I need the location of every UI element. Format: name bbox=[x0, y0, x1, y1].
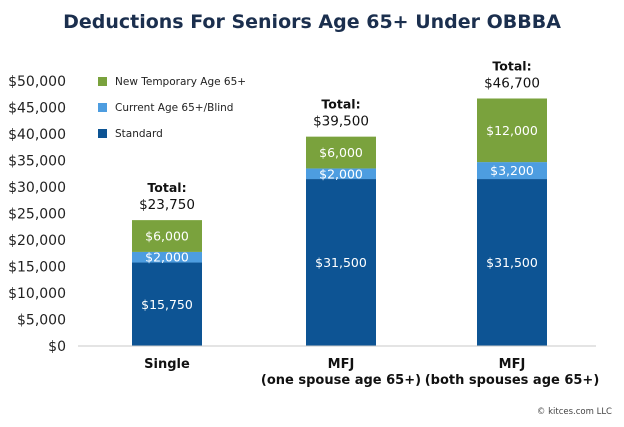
segment-value-label: $31,500 bbox=[315, 255, 367, 270]
x-category-label: (both spouses age 65+) bbox=[425, 373, 600, 388]
legend-label: Standard bbox=[115, 128, 163, 140]
y-tick-label: $20,000 bbox=[8, 233, 66, 249]
x-axis: Single MFJ(one spouse age 65+)MFJ(both sp… bbox=[78, 345, 600, 388]
x-category-label: MFJ bbox=[499, 357, 526, 372]
x-category-label: (one spouse age 65+) bbox=[261, 373, 421, 388]
legend: New Temporary Age 65+ Current Age 65+/Bli… bbox=[98, 76, 246, 140]
chart-title: Deductions For Seniors Age 65+ Under OBB… bbox=[63, 11, 561, 33]
segment-value-label: $31,500 bbox=[486, 255, 538, 270]
total-value-label: $23,750 bbox=[139, 197, 195, 213]
segment-value-label: $12,000 bbox=[486, 123, 538, 138]
total-value-label: $46,700 bbox=[484, 75, 540, 91]
segment-value-label: $3,200 bbox=[490, 163, 534, 178]
bar-segment bbox=[132, 220, 202, 252]
bars: $15,750$2,000$6,000Total:$23,750$31,500$… bbox=[132, 58, 547, 346]
legend-swatch bbox=[98, 129, 107, 138]
bar-segment bbox=[306, 179, 376, 346]
bar-segment bbox=[477, 179, 547, 346]
total-label: Total: bbox=[321, 97, 360, 112]
y-tick-label: $0 bbox=[48, 339, 66, 355]
y-axis: $0 $5,000 $10,000 $15,000 $20,000 $25,000 $30,… bbox=[8, 74, 66, 355]
bar-segment bbox=[477, 98, 547, 163]
segment-value-label: $15,750 bbox=[141, 297, 193, 312]
bar-segment bbox=[306, 168, 376, 180]
segment-value-label: $2,000 bbox=[319, 166, 363, 181]
y-tick-label: $30,000 bbox=[8, 180, 66, 196]
total-value-label: $39,500 bbox=[313, 114, 369, 130]
x-category-label: Single bbox=[144, 357, 190, 372]
x-category-label: MFJ bbox=[328, 357, 355, 372]
total-label: Total: bbox=[492, 58, 531, 73]
y-tick-label: $40,000 bbox=[8, 127, 66, 143]
bar-segment bbox=[132, 251, 202, 263]
legend-label: New Temporary Age 65+ bbox=[115, 76, 246, 88]
legend-label: Current Age 65+/Blind bbox=[115, 102, 233, 114]
segment-value-label: $6,000 bbox=[145, 229, 189, 244]
copyright-credit: © kitces.com LLC bbox=[537, 407, 612, 417]
legend-item: New Temporary Age 65+ bbox=[98, 76, 246, 88]
legend-item: Standard bbox=[98, 128, 163, 140]
bar-segment bbox=[477, 162, 547, 180]
legend-item: Current Age 65+/Blind bbox=[98, 102, 233, 114]
y-tick-label: $15,000 bbox=[8, 260, 66, 276]
bar-stack: $31,500 $2,000 $6,000 Total: $39,500 bbox=[306, 97, 376, 346]
y-tick-label: $5,000 bbox=[17, 313, 66, 329]
y-tick-label: $45,000 bbox=[8, 101, 66, 117]
total-label: Total: bbox=[147, 180, 186, 195]
legend-swatch bbox=[98, 77, 107, 86]
bar-segment bbox=[132, 262, 202, 346]
bar-stack: $31,500 $3,200 $12,000 Total: $46,700 bbox=[477, 58, 547, 346]
y-tick-label: $10,000 bbox=[8, 286, 66, 302]
segment-value-label: $2,000 bbox=[145, 250, 189, 265]
legend-swatch bbox=[98, 103, 107, 112]
y-tick-label: $50,000 bbox=[8, 74, 66, 90]
bar-stack: $15,750 $2,000 $6,000 Total: $23,750 bbox=[132, 180, 202, 346]
y-tick-label: $35,000 bbox=[8, 154, 66, 170]
y-tick-label: $25,000 bbox=[8, 207, 66, 223]
bar-segment bbox=[306, 136, 376, 169]
segment-value-label: $6,000 bbox=[319, 145, 363, 160]
